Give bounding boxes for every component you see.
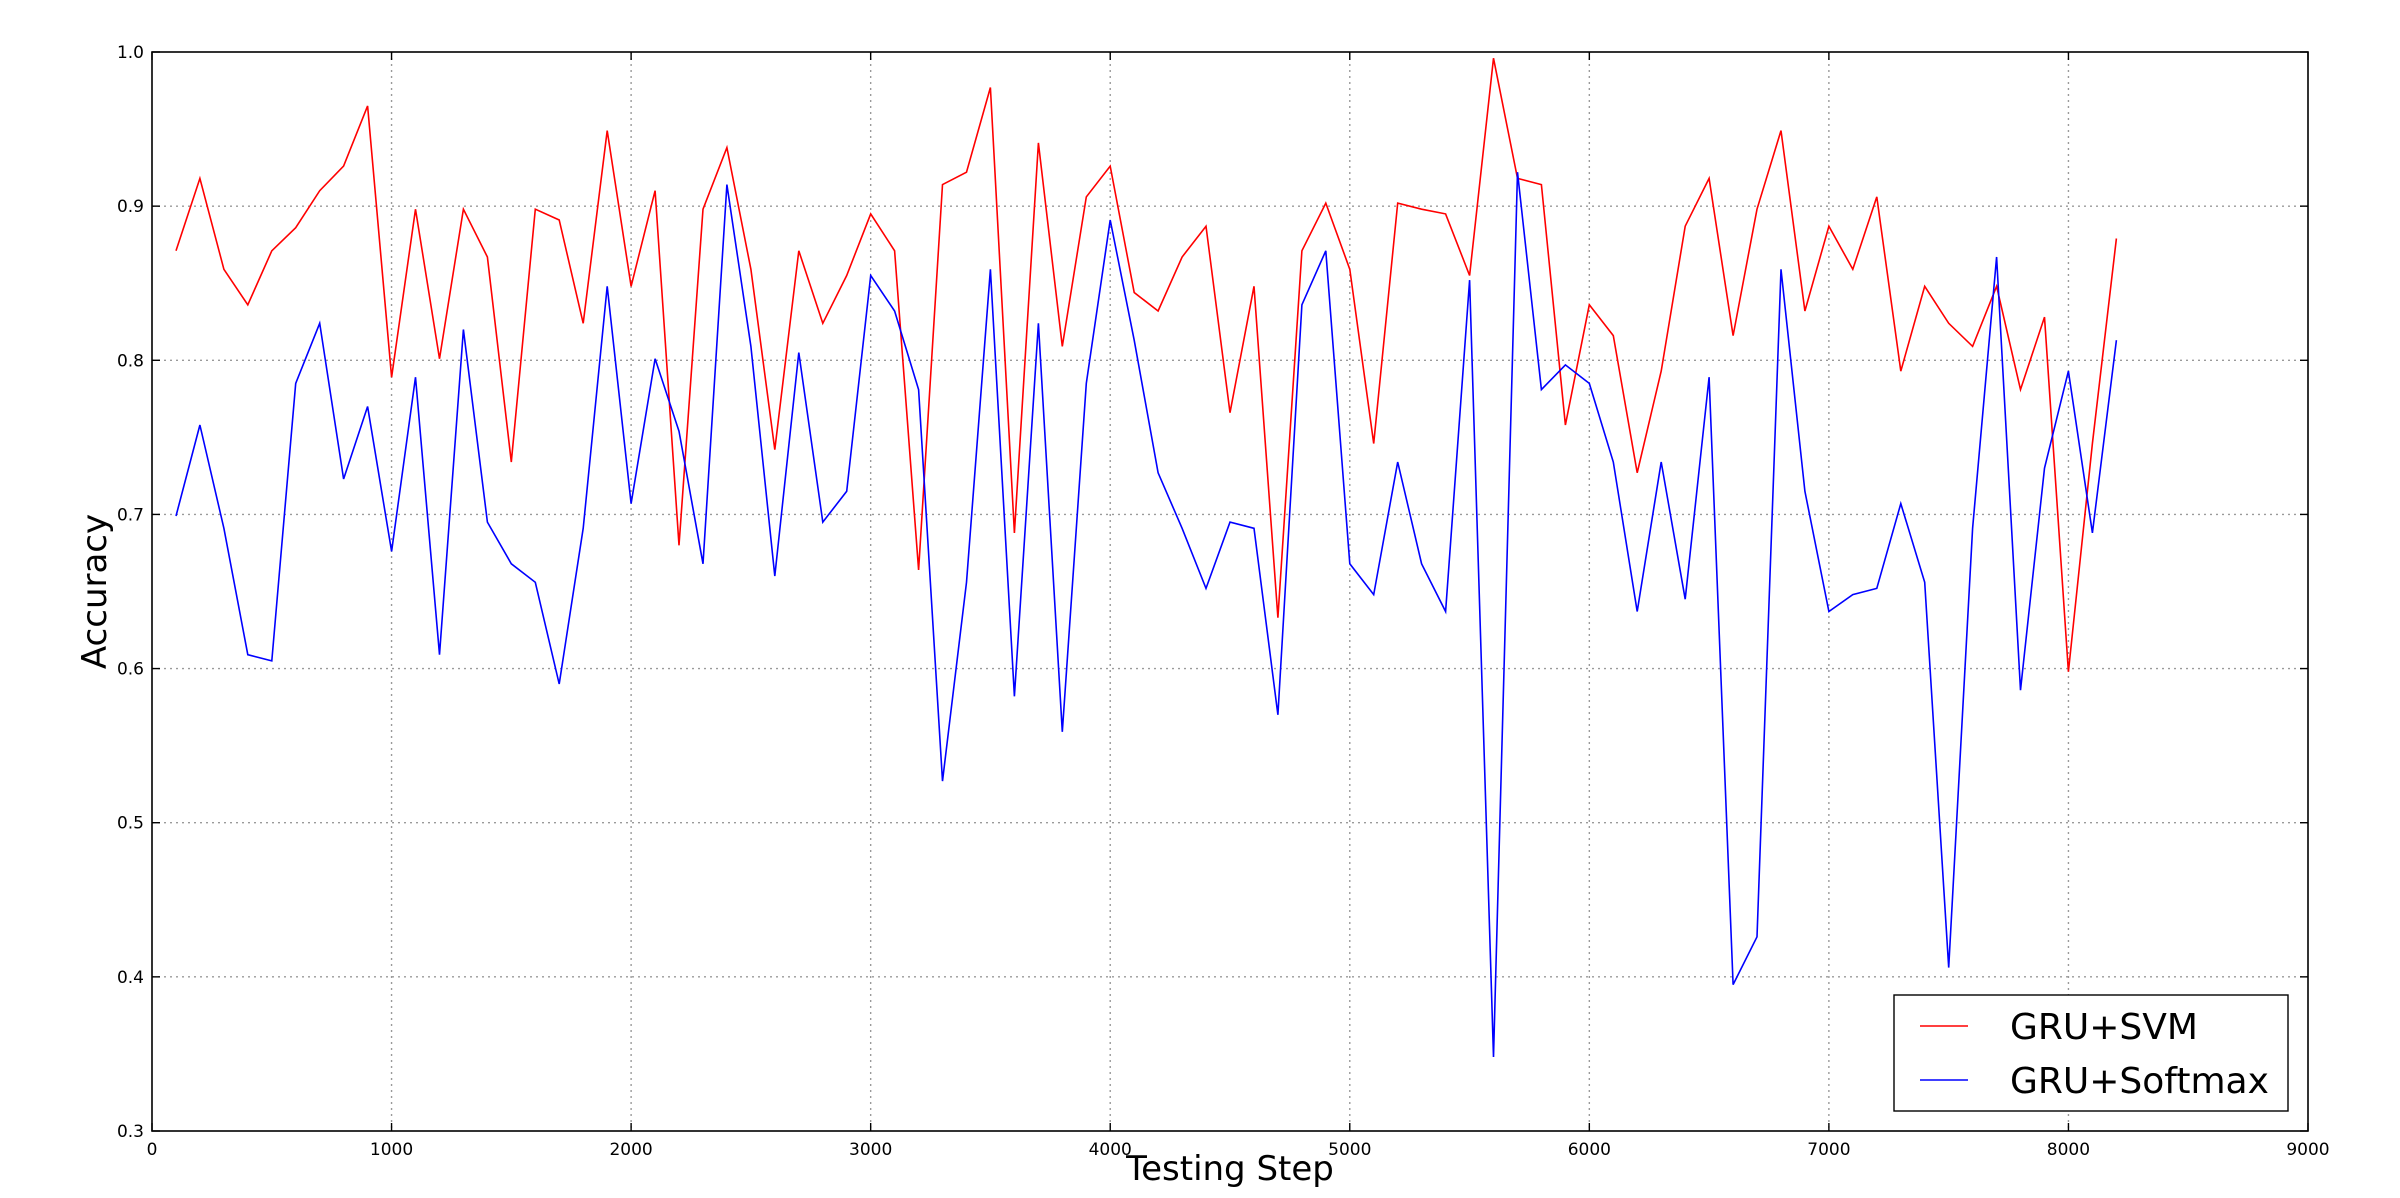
x-tick-label: 9000 <box>2286 1140 2329 1160</box>
legend-label-gru-softmax: GRU+Softmax <box>2010 1061 2269 1102</box>
y-tick-label: 0.6 <box>117 660 144 680</box>
x-tick-label: 6000 <box>1568 1140 1611 1160</box>
x-tick-label: 0 <box>147 1140 158 1160</box>
series-line-gru-svm <box>175 58 2118 672</box>
y-tick-label: 0.5 <box>117 814 144 834</box>
y-tick-label: 0.3 <box>117 1122 144 1142</box>
x-axis-label: Testing Step <box>1125 1149 1334 1189</box>
legend-box <box>1893 994 2289 1112</box>
y-tick-label: 1.0 <box>117 43 144 63</box>
legend: GRU+SVM GRU+Softmax <box>1893 994 2289 1112</box>
x-tick-label: 1000 <box>370 1140 413 1160</box>
legend-label-gru-svm: GRU+SVM <box>2010 1007 2198 1048</box>
x-tick-label: 4000 <box>1089 1140 1132 1160</box>
y-axis-label: Accuracy <box>75 514 115 669</box>
series-line-gru-softmax <box>175 172 2118 1058</box>
y-tick-label: 0.7 <box>117 505 144 525</box>
plot-frame <box>151 51 2309 1132</box>
x-tick-label: 7000 <box>1807 1140 1850 1160</box>
y-tick-label: 0.9 <box>117 197 144 217</box>
y-tick-label: 0.8 <box>117 351 144 371</box>
y-tick-label: 0.4 <box>117 968 144 988</box>
x-tick-label: 3000 <box>849 1140 892 1160</box>
grid-layer <box>152 52 2308 1131</box>
ticks-layer: 0 1000 2000 3000 4000 5000 6000 7000 8000 9000 0.3… <box>117 43 2330 1160</box>
x-tick-label: 8000 <box>2047 1140 2090 1160</box>
x-tick-label: 5000 <box>1328 1140 1371 1160</box>
x-tick-label: 2000 <box>609 1140 652 1160</box>
series-layer <box>175 58 2118 1058</box>
